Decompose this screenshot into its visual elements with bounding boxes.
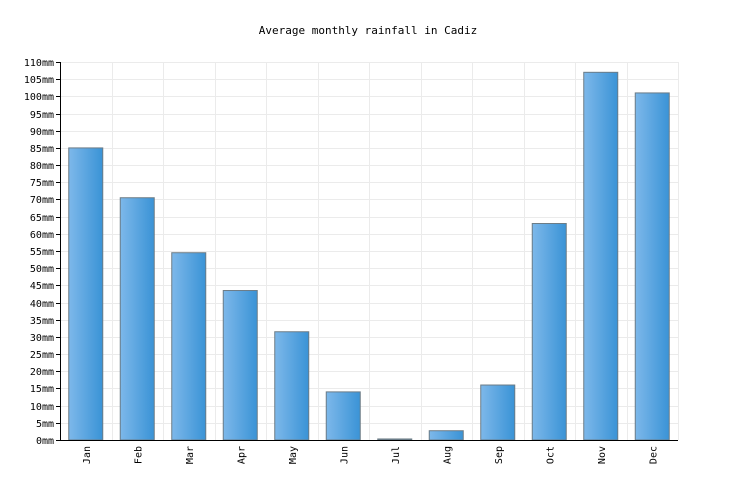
- bar-may: [274, 331, 310, 441]
- x-tick-label: Mar: [185, 446, 196, 464]
- x-tick-label: Feb: [133, 446, 144, 464]
- y-tick-label: 0mm: [36, 436, 54, 447]
- axes: [56, 62, 678, 441]
- y-tick-label: 85mm: [30, 144, 54, 155]
- y-tick-label: 105mm: [24, 75, 54, 86]
- y-tick-label: 50mm: [30, 264, 54, 275]
- x-tick-label: Dec: [648, 446, 659, 464]
- x-tick-label: Oct: [545, 446, 556, 464]
- bar-nov: [583, 71, 619, 441]
- x-tick-label: Apr: [236, 446, 247, 464]
- y-tick-labels: 0mm 5mm 10mm 15mm 20mm 25mm 30mm 35mm 40mm 45mm 50…: [24, 58, 54, 447]
- x-tick-label: May: [288, 446, 299, 464]
- y-tick-label: 65mm: [30, 213, 54, 224]
- bar-dec: [634, 92, 670, 441]
- y-tick-label: 90mm: [30, 127, 54, 138]
- bars: [68, 71, 670, 441]
- y-tick-label: 100mm: [24, 92, 54, 103]
- bar-oct: [531, 223, 567, 441]
- bar-sep: [480, 384, 516, 441]
- bar-aug: [428, 430, 464, 441]
- y-tick-label: 70mm: [30, 195, 54, 206]
- y-tick-label: 30mm: [30, 333, 54, 344]
- bar-jul: [377, 438, 413, 441]
- y-tick-label: 10mm: [30, 402, 54, 413]
- y-tick-label: 45mm: [30, 281, 54, 292]
- y-tick-label: 60mm: [30, 230, 54, 241]
- x-tick-label: Jan: [82, 446, 93, 464]
- y-tick-label: 75mm: [30, 178, 54, 189]
- y-tick-label: 40mm: [30, 299, 54, 310]
- y-tick-label: 15mm: [30, 384, 54, 395]
- y-tick-label: 35mm: [30, 316, 54, 327]
- x-tick-label: Sep: [494, 446, 505, 464]
- y-tick-label: 5mm: [36, 419, 54, 430]
- y-tick-label: 95mm: [30, 110, 54, 121]
- grid-lines: [60, 62, 679, 441]
- x-tick-label: Jul: [391, 446, 402, 464]
- bar-jan: [68, 147, 104, 441]
- bar-apr: [222, 290, 258, 441]
- y-tick-label: 25mm: [30, 350, 54, 361]
- x-tick-labels: Jan Feb Mar Apr May Jun Jul Aug Sep Oct Nov Dec: [82, 446, 660, 464]
- y-tick-label: 80mm: [30, 161, 54, 172]
- y-tick-label: 20mm: [30, 367, 54, 378]
- y-tick-label: 55mm: [30, 247, 54, 258]
- bar-feb: [119, 197, 155, 441]
- x-tick-label: Nov: [597, 446, 608, 464]
- bar-mar: [171, 252, 207, 441]
- bar-jun: [325, 391, 361, 441]
- chart-title: Average monthly rainfall in Cadiz: [258, 24, 478, 37]
- x-tick-label: Aug: [442, 446, 453, 464]
- x-tick-label: Jun: [339, 446, 350, 464]
- y-tick-label: 110mm: [24, 58, 54, 69]
